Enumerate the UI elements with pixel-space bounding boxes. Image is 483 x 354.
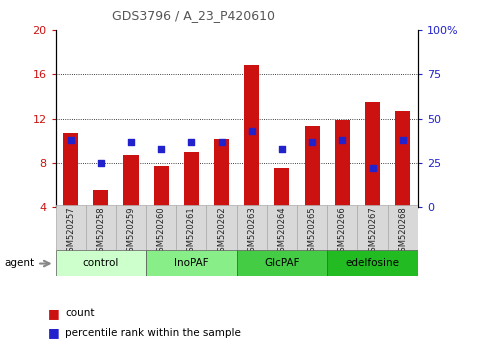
Text: GSM520267: GSM520267 bbox=[368, 207, 377, 257]
Text: count: count bbox=[65, 308, 95, 318]
Bar bbox=[207, 205, 237, 250]
Point bbox=[278, 146, 286, 152]
Bar bbox=[237, 250, 327, 276]
Text: GSM520262: GSM520262 bbox=[217, 207, 226, 257]
Text: GDS3796 / A_23_P420610: GDS3796 / A_23_P420610 bbox=[112, 9, 275, 22]
Bar bbox=[214, 138, 229, 207]
Bar bbox=[297, 205, 327, 250]
Point bbox=[67, 137, 74, 143]
Bar bbox=[176, 205, 207, 250]
Bar bbox=[93, 190, 108, 207]
Text: GSM520265: GSM520265 bbox=[308, 207, 317, 257]
Bar bbox=[124, 155, 139, 207]
Point bbox=[308, 139, 316, 144]
Text: GSM520257: GSM520257 bbox=[66, 207, 75, 257]
Bar bbox=[388, 205, 418, 250]
Text: GSM520263: GSM520263 bbox=[247, 207, 256, 257]
Point bbox=[218, 139, 226, 144]
Text: InoPAF: InoPAF bbox=[174, 258, 209, 268]
Bar bbox=[274, 169, 289, 207]
Text: GSM520266: GSM520266 bbox=[338, 207, 347, 257]
Bar bbox=[395, 111, 410, 207]
Bar bbox=[357, 205, 388, 250]
Text: GSM520268: GSM520268 bbox=[398, 207, 407, 257]
Text: GSM520261: GSM520261 bbox=[187, 207, 196, 257]
Bar bbox=[267, 205, 297, 250]
Bar bbox=[335, 120, 350, 207]
Point bbox=[97, 160, 105, 166]
Bar bbox=[237, 205, 267, 250]
Bar bbox=[146, 250, 237, 276]
Point bbox=[127, 139, 135, 144]
Bar bbox=[365, 102, 380, 207]
Bar bbox=[184, 152, 199, 207]
Point bbox=[369, 165, 376, 171]
Text: GSM520258: GSM520258 bbox=[96, 207, 105, 257]
Text: edelfosine: edelfosine bbox=[345, 258, 399, 268]
Point bbox=[157, 146, 165, 152]
Text: percentile rank within the sample: percentile rank within the sample bbox=[65, 328, 241, 338]
Bar bbox=[146, 205, 176, 250]
Point bbox=[187, 139, 195, 144]
Point bbox=[399, 137, 407, 143]
Point bbox=[248, 128, 256, 134]
Text: GSM520259: GSM520259 bbox=[127, 207, 136, 257]
Bar bbox=[86, 205, 116, 250]
Bar bbox=[327, 250, 418, 276]
Bar bbox=[327, 205, 357, 250]
Text: ■: ■ bbox=[48, 326, 60, 339]
Bar bbox=[244, 65, 259, 207]
Bar bbox=[116, 205, 146, 250]
Text: GSM520264: GSM520264 bbox=[277, 207, 286, 257]
Bar bbox=[56, 205, 86, 250]
Bar bbox=[305, 126, 320, 207]
Bar bbox=[56, 250, 146, 276]
Bar bbox=[154, 166, 169, 207]
Text: GSM520260: GSM520260 bbox=[156, 207, 166, 257]
Text: ■: ■ bbox=[48, 307, 60, 320]
Bar bbox=[63, 133, 78, 207]
Text: GlcPAF: GlcPAF bbox=[264, 258, 299, 268]
Text: agent: agent bbox=[5, 258, 35, 268]
Point bbox=[339, 137, 346, 143]
Text: control: control bbox=[83, 258, 119, 268]
